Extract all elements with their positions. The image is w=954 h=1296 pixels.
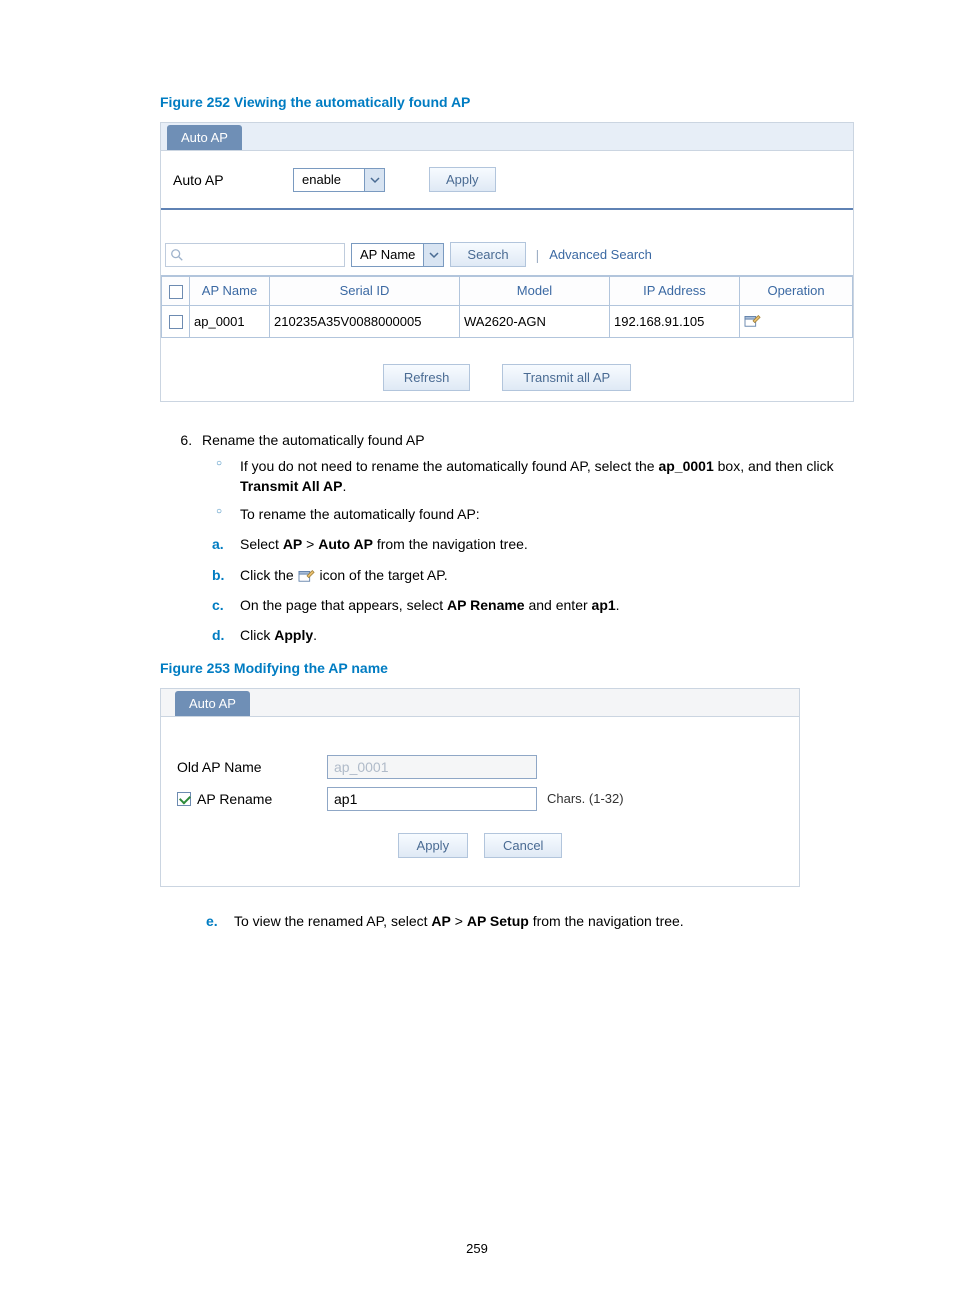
text: . [313,627,317,643]
search-field-select[interactable]: AP Name [351,243,444,267]
tab-row-2: Auto AP [161,689,799,717]
bullet-1: If you do not need to rename the automat… [212,456,854,497]
bold: AP Setup [467,913,529,929]
step-6-text: Rename the automatically found AP [202,432,425,448]
text: icon of the target AP. [319,567,447,583]
figure-caption-2: Figure 253 Modifying the AP name [160,660,854,676]
bold: ap_0001 [658,458,713,474]
figure1-panel: Auto AP Auto AP enable Apply A [160,122,854,402]
search-field-value: AP Name [352,247,423,262]
text: > [451,913,467,929]
auto-ap-select-value: enable [294,172,364,187]
tab-row: Auto AP [161,123,853,151]
transmit-all-button[interactable]: Transmit all AP [502,364,631,391]
figure2-panel: Auto AP Old AP Name ap_0001 AP Rename ap… [160,688,800,887]
search-input[interactable] [165,243,345,267]
rename-label: AP Rename [197,791,272,807]
bold: Auto AP [318,536,373,552]
text: To view the renamed AP, select [234,913,431,929]
rename-label-wrap: AP Rename [177,791,317,807]
col-operation: Operation [740,277,853,306]
table-row: ap_0001 210235A35V0088000005 WA2620-AGN … [162,305,853,337]
cell-operation [740,305,853,337]
col-checkbox [162,277,190,306]
text: from the navigation tree. [373,536,528,552]
text: > [302,536,318,552]
cell-model: WA2620-AGN [460,305,610,337]
edit-icon[interactable] [744,316,762,331]
text: and enter [525,597,592,613]
advanced-search-link[interactable]: Advanced Search [549,247,652,262]
step-e: e. To view the renamed AP, select AP > A… [206,911,854,931]
col-serial[interactable]: Serial ID [270,277,460,306]
col-model[interactable]: Model [460,277,610,306]
rename-input[interactable]: ap1 [327,787,537,811]
tab-auto-ap-2[interactable]: Auto AP [175,691,250,716]
button-bar-2: Apply Cancel [177,819,783,870]
bold: AP Rename [447,597,525,613]
step-list: Rename the automatically found AP If you… [160,432,854,646]
search-icon [170,248,184,262]
rename-row: AP Rename ap1 Chars. (1-32) [177,787,783,811]
text: On the page that appears, select [240,597,447,613]
step-c: c. On the page that appears, select AP R… [212,595,854,615]
bold: Apply [274,627,313,643]
text: . [342,478,346,494]
chars-hint: Chars. (1-32) [547,791,624,806]
col-ip[interactable]: IP Address [610,277,740,306]
ap-table: AP Name Serial ID Model IP Address Opera… [161,276,853,338]
apply-button[interactable]: Apply [429,167,496,192]
apply-button-2[interactable]: Apply [398,833,469,858]
bullet-2: To rename the automatically found AP: [212,504,854,524]
cancel-button[interactable]: Cancel [484,833,562,858]
bold: Transmit All AP [240,478,342,494]
auto-ap-label: Auto AP [173,172,283,188]
old-ap-row: Old AP Name ap_0001 [177,755,783,779]
page-number: 259 [0,1241,954,1256]
cell-apname: ap_0001 [190,305,270,337]
auto-ap-select[interactable]: enable [293,168,385,192]
text: Click [240,627,274,643]
bold: AP [431,913,450,929]
chevron-down-icon [423,244,443,266]
chevron-down-icon [364,169,384,191]
rename-checkbox[interactable] [177,792,191,806]
old-ap-input: ap_0001 [327,755,537,779]
text: Select [240,536,283,552]
divider-pipe: | [532,247,544,263]
bold: ap1 [592,597,616,613]
text: from the navigation tree. [529,913,684,929]
step-b: b. Click the icon of the target AP. [212,565,854,585]
text: box, and then click [714,458,834,474]
refresh-button[interactable]: Refresh [383,364,471,391]
button-bar: Refresh Transmit all AP [161,338,853,401]
step-a: a. Select AP > Auto AP from the navigati… [212,534,854,554]
col-apname[interactable]: AP Name [190,277,270,306]
auto-ap-form-row: Auto AP enable Apply [161,151,853,208]
text: . [616,597,620,613]
search-row: AP Name Search | Advanced Search [161,234,853,276]
tab-auto-ap[interactable]: Auto AP [167,125,242,150]
figure-caption-1: Figure 252 Viewing the automatically fou… [160,94,854,110]
step-d: d. Click Apply. [212,625,854,645]
row-checkbox[interactable] [169,315,183,329]
text: If you do not need to rename the automat… [240,458,658,474]
search-button[interactable]: Search [450,242,525,267]
text: Click the [240,567,298,583]
cell-ip: 192.168.91.105 [610,305,740,337]
bold: AP [283,536,302,552]
step-6: Rename the automatically found AP If you… [196,432,854,646]
old-ap-label: Old AP Name [177,759,317,775]
header-checkbox[interactable] [169,285,183,299]
edit-icon [298,567,320,583]
cell-serial: 210235A35V0088000005 [270,305,460,337]
